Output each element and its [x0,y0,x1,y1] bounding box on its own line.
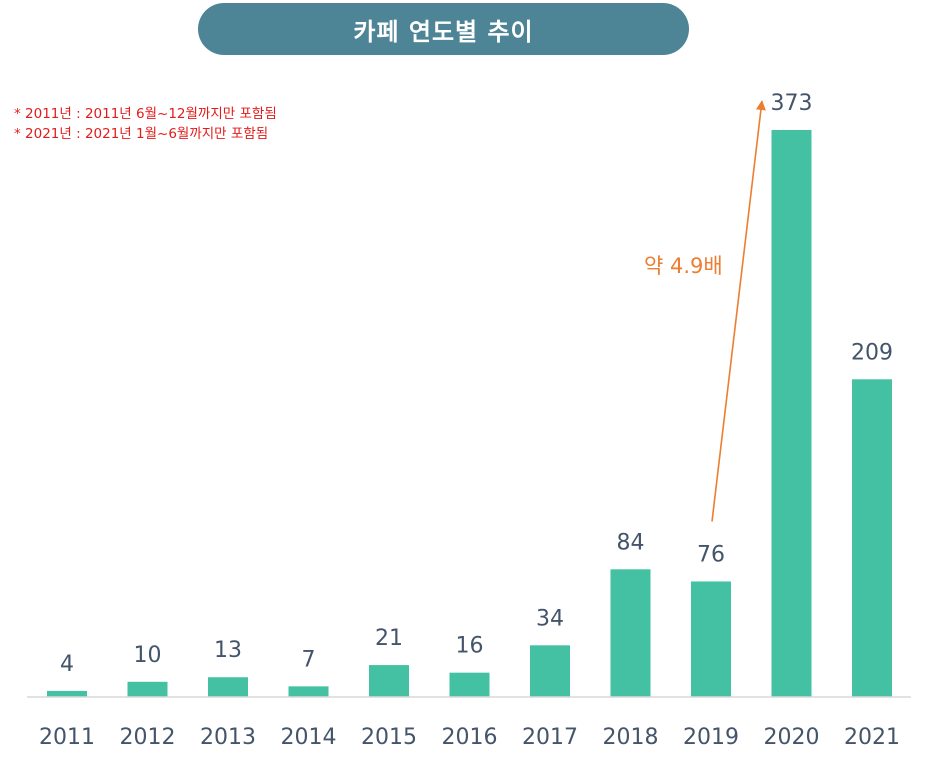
note-2021: * 2021년 : 2021년 1월~6월까지만 포함됨 [14,126,269,142]
chart-title: 카페 연도별 추이 [198,3,689,55]
value-label-2018: 84 [617,530,645,555]
value-label-2019: 76 [697,542,725,567]
growth-arrow [711,100,766,522]
bar-2021 [852,379,892,697]
footnotes: * 2011년 : 2011년 6월~12월까지만 포함됨 * 2021년 : … [14,104,277,144]
bar-2014 [288,686,329,697]
category-label-2013: 2013 [200,725,256,750]
category-label-2016: 2016 [442,725,498,750]
category-label-2020: 2020 [764,725,820,750]
value-label-2016: 16 [456,634,484,659]
bar-2018 [610,569,651,697]
value-label-2011: 4 [60,652,74,677]
bar-2013 [208,677,248,697]
bars-group [47,130,892,697]
note-2011: * 2011년 : 2011년 6월~12월까지만 포함됨 [14,106,277,122]
value-label-2017: 34 [536,606,564,631]
value-labels-group: 4 10 13 7 21 16 34 84 76 373 209 [60,91,893,677]
value-label-2012: 10 [134,643,162,668]
bar-2016 [449,672,490,697]
category-label-2017: 2017 [522,725,578,750]
bar-2019 [691,581,731,697]
value-label-2021: 209 [851,340,893,365]
category-label-2011: 2011 [39,725,95,750]
category-label-2021: 2021 [844,725,900,750]
category-labels-group: 2011 2012 2013 2014 2015 2016 2017 2018 2019 2020… [39,725,900,750]
value-label-2014: 7 [302,647,316,672]
value-label-2015: 21 [375,626,403,651]
category-label-2012: 2012 [120,725,176,750]
bar-2015 [369,665,409,697]
bar-2020 [771,130,812,697]
value-label-2020: 373 [771,91,813,116]
bar-2012 [127,681,168,697]
bar-2017 [530,645,570,697]
category-label-2014: 2014 [281,725,337,750]
category-label-2015: 2015 [361,725,417,750]
category-label-2019: 2019 [683,725,739,750]
value-label-2013: 13 [214,638,242,663]
category-label-2018: 2018 [603,725,659,750]
growth-label: 약 4.9배 [644,254,723,278]
bar-2011 [47,690,87,697]
